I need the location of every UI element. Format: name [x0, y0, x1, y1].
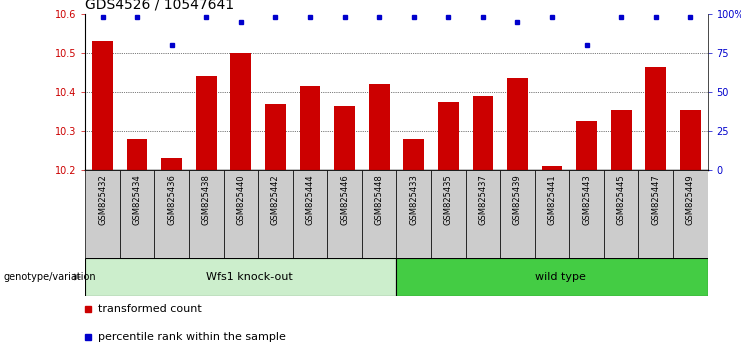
Bar	[500, 170, 535, 258]
Text: GSM825438: GSM825438	[202, 174, 210, 225]
Text: GSM825446: GSM825446	[340, 174, 349, 225]
Bar	[507, 78, 528, 170]
Text: GSM825447: GSM825447	[651, 174, 660, 225]
Text: GSM825444: GSM825444	[305, 174, 314, 225]
Bar	[120, 170, 154, 258]
Bar	[535, 170, 569, 258]
Text: genotype/variation: genotype/variation	[4, 272, 96, 282]
Bar	[127, 139, 147, 170]
Text: percentile rank within the sample: percentile rank within the sample	[98, 332, 285, 342]
Text: transformed count: transformed count	[98, 304, 202, 314]
Text: GSM825449: GSM825449	[686, 174, 695, 225]
Bar	[224, 170, 258, 258]
Bar	[196, 76, 216, 170]
Bar	[396, 258, 708, 296]
Bar	[299, 86, 320, 170]
Text: GSM825448: GSM825448	[375, 174, 384, 225]
Text: Wfs1 knock-out: Wfs1 knock-out	[206, 272, 293, 282]
Text: GSM825432: GSM825432	[98, 174, 107, 225]
Text: GSM825433: GSM825433	[409, 174, 418, 225]
Text: GDS4526 / 10547641: GDS4526 / 10547641	[85, 0, 234, 12]
Bar	[265, 104, 286, 170]
Text: GSM825436: GSM825436	[167, 174, 176, 225]
Bar	[569, 170, 604, 258]
Bar	[438, 102, 459, 170]
Bar	[431, 170, 465, 258]
Bar	[92, 41, 113, 170]
Bar	[576, 121, 597, 170]
Bar	[328, 170, 362, 258]
Bar	[189, 170, 224, 258]
Bar	[465, 170, 500, 258]
Text: GSM825443: GSM825443	[582, 174, 591, 225]
Text: GSM825434: GSM825434	[133, 174, 142, 225]
Text: GSM825441: GSM825441	[548, 174, 556, 225]
Bar	[154, 170, 189, 258]
Bar	[362, 170, 396, 258]
Bar	[334, 105, 355, 170]
Bar	[639, 170, 673, 258]
Bar	[162, 158, 182, 170]
Text: wild type: wild type	[535, 272, 586, 282]
Bar	[369, 84, 390, 170]
Bar	[680, 109, 701, 170]
Text: GSM825445: GSM825445	[617, 174, 625, 225]
Bar	[396, 170, 431, 258]
Bar	[542, 166, 562, 170]
Text: GSM825440: GSM825440	[236, 174, 245, 225]
Bar	[473, 96, 494, 170]
Bar	[645, 67, 666, 170]
Text: GSM825442: GSM825442	[271, 174, 280, 225]
Text: GSM825435: GSM825435	[444, 174, 453, 225]
Text: GSM825437: GSM825437	[479, 174, 488, 225]
Bar	[293, 170, 328, 258]
Bar	[230, 53, 251, 170]
Bar	[85, 170, 120, 258]
Bar	[673, 170, 708, 258]
Bar	[611, 109, 631, 170]
Bar	[604, 170, 639, 258]
Bar	[85, 258, 396, 296]
Bar	[403, 139, 424, 170]
Bar	[258, 170, 293, 258]
Text: GSM825439: GSM825439	[513, 174, 522, 225]
